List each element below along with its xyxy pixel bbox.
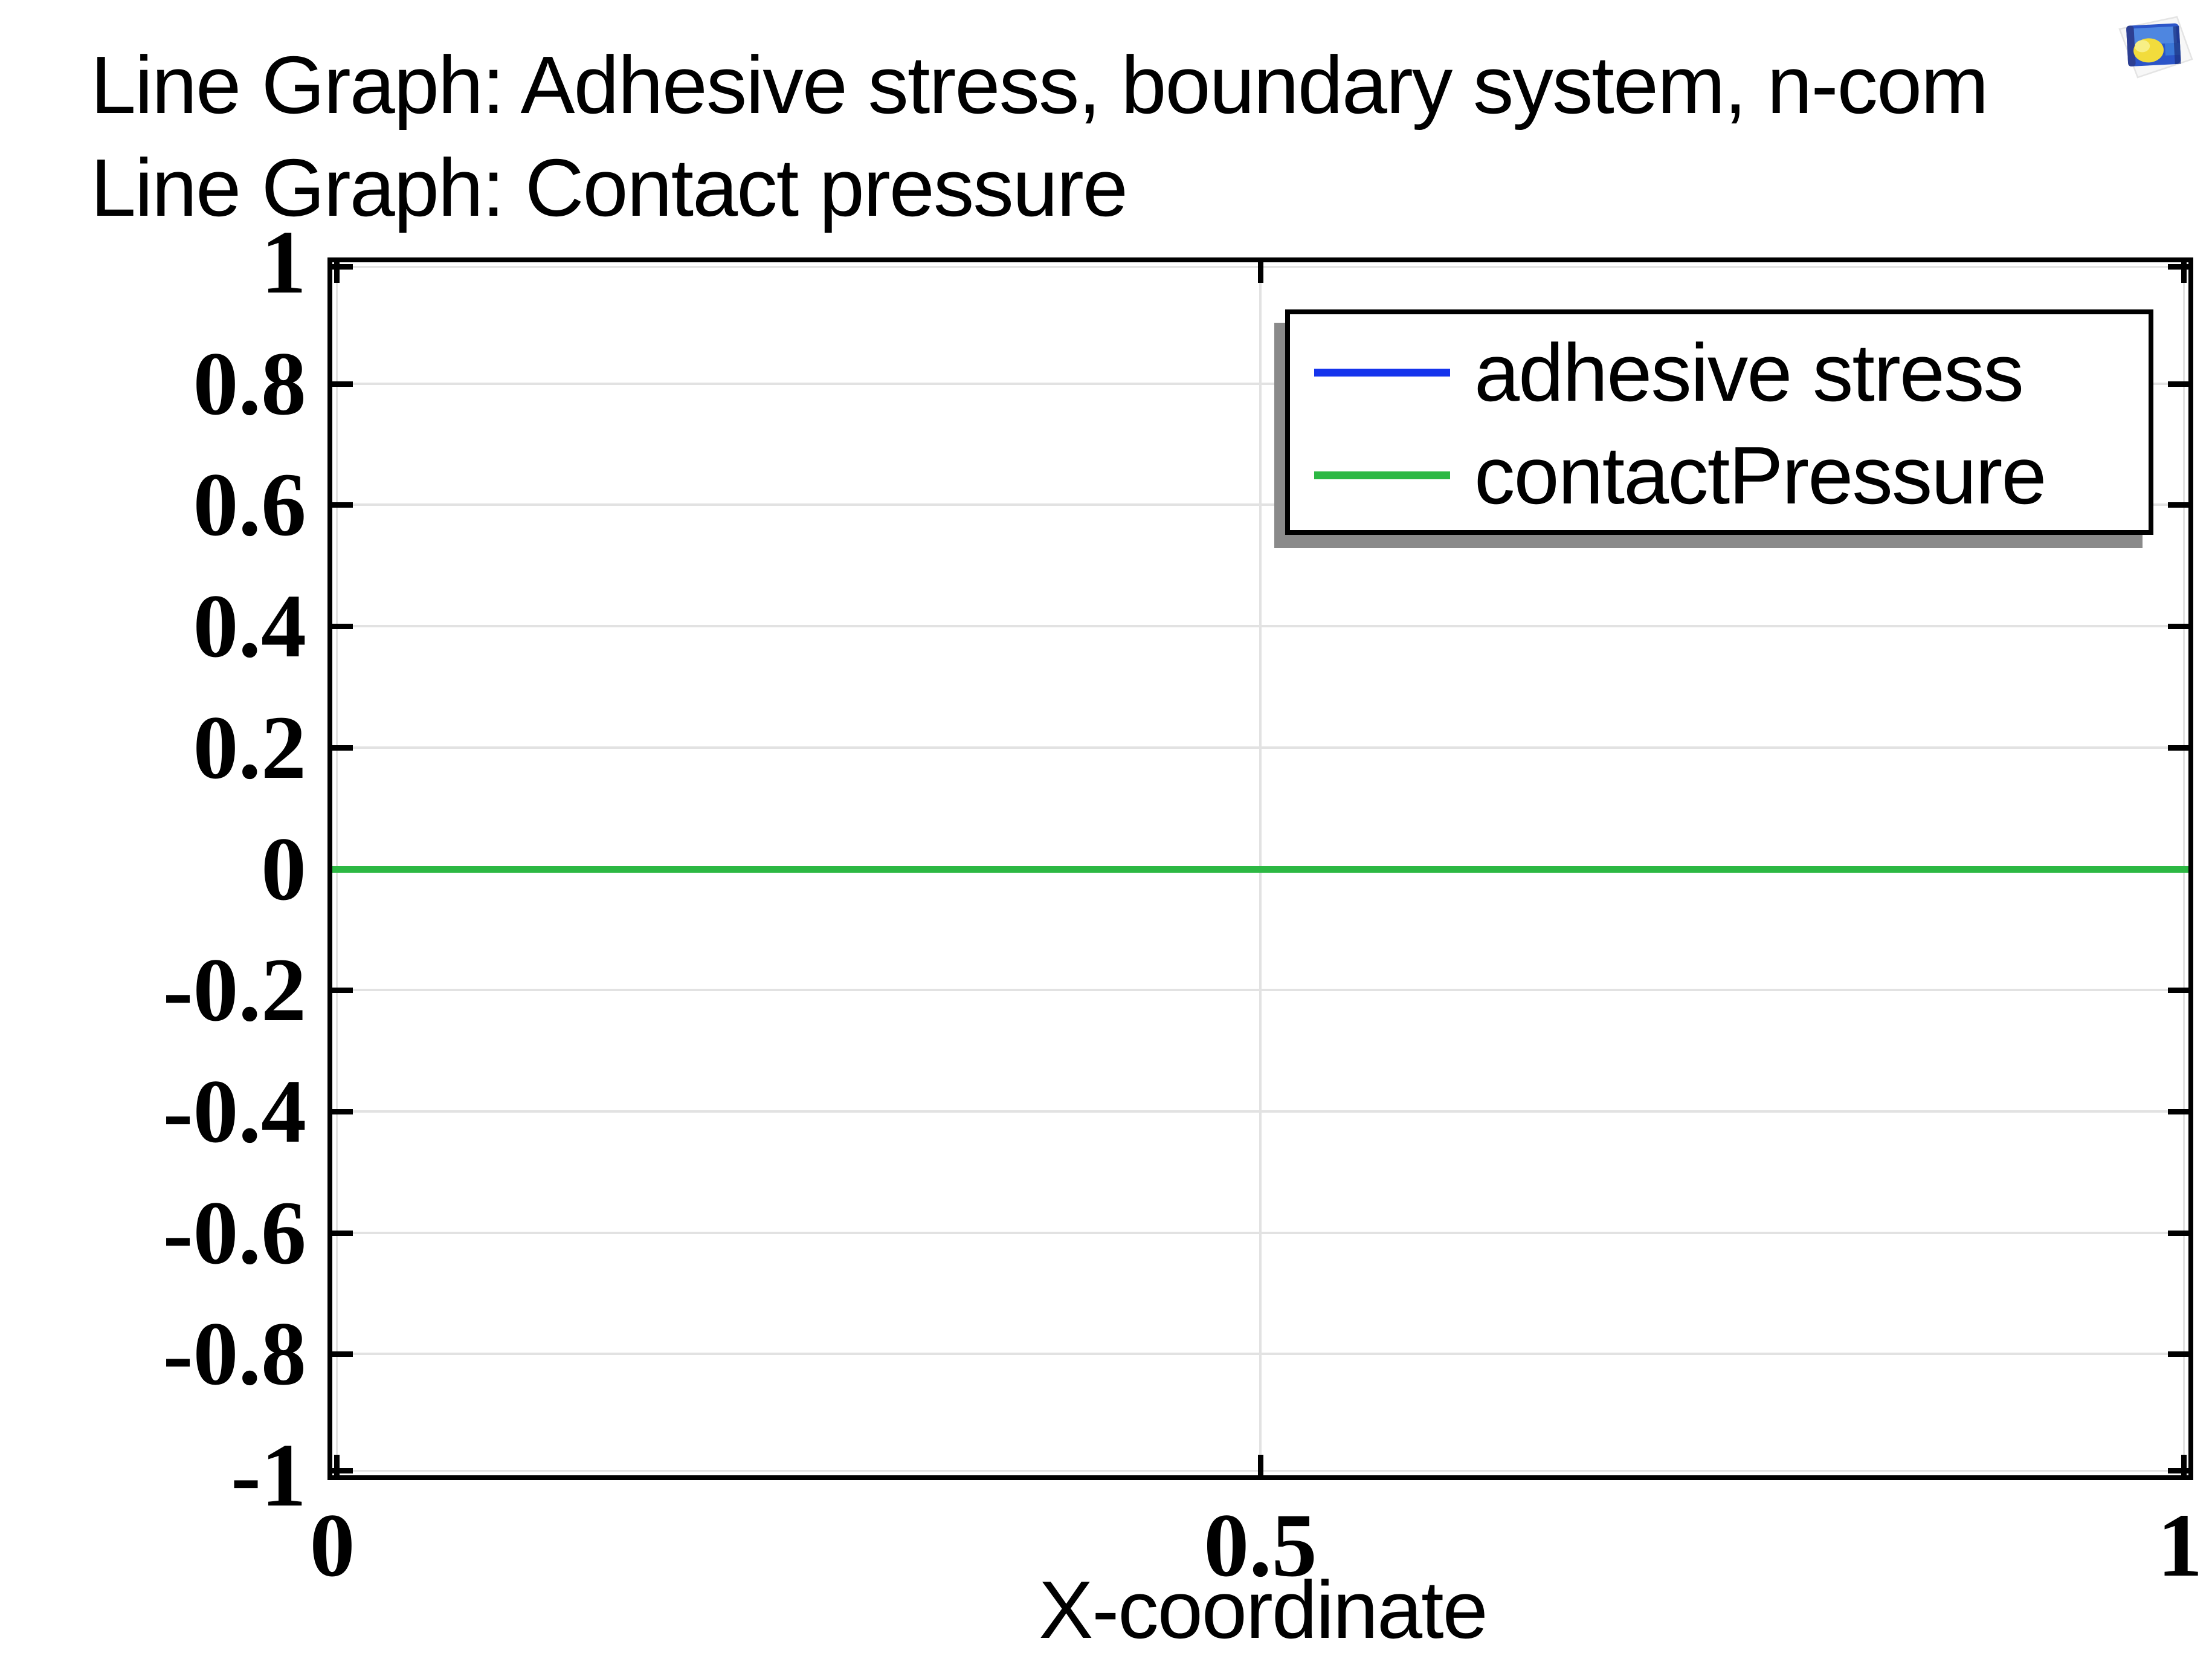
y-tick-left [332,1230,353,1236]
y-tick-label: 0.8 [193,333,307,434]
legend-line-sample-green [1314,471,1450,479]
y-tick-label: -0.6 [163,1182,306,1283]
plot-thumbnail-icon [2118,16,2193,79]
x-tick-bottom [334,1455,340,1475]
x-tick-top [1258,262,1263,283]
legend-line-sample-blue [1314,369,1450,377]
x-tick-label: 0.5 [1204,1495,1317,1596]
y-tick-left [332,502,353,508]
legend-label: contactPressure [1474,429,2046,521]
y-tick-right [2168,381,2188,387]
legend: adhesive stress contactPressure [1285,309,2153,535]
y-tick-right [2168,745,2188,751]
y-tick-right [2168,1230,2188,1236]
y-tick-label: 0.2 [193,697,307,798]
y-tick-label: -0.4 [163,1061,306,1162]
x-tick-bottom [2181,1455,2187,1475]
x-tick-bottom [1258,1455,1263,1475]
y-tick-left [332,624,353,630]
y-tick-left [332,1351,353,1357]
x-tick-top [334,262,340,283]
y-tick-label: -1 [231,1425,306,1525]
y-tick-right [2168,1108,2188,1114]
x-tick-label: 1 [2157,1495,2203,1596]
y-tick-left [332,1468,353,1473]
y-tick-left [332,988,353,994]
x-axis-title: X-coordinate [1039,1564,1488,1655]
x-tick-top [2181,262,2187,283]
y-tick-right [2168,988,2188,994]
y-tick-label: 0 [261,818,306,919]
y-tick-left [332,1108,353,1114]
y-tick-label: 0.6 [193,454,307,555]
y-tick-right [2168,1468,2188,1473]
y-tick-right [2168,1351,2188,1357]
legend-entry-adhesive-stress: adhesive stress [1314,322,2149,424]
y-tick-left [332,745,353,751]
series-line-contactpressure [332,865,2188,873]
y-tick-label: 0.4 [193,576,307,677]
legend-entry-contact-pressure: contactPressure [1314,424,2149,527]
plot-title-line-1: Line Graph: Adhesive stress, boundary sy… [91,39,1989,131]
y-tick-label: -0.2 [163,940,306,1041]
y-tick-left [332,381,353,387]
plot-title-line-2: Line Graph: Contact pressure [91,142,1128,233]
y-tick-left [332,264,353,270]
legend-label: adhesive stress [1474,326,2024,418]
x-tick-label: 0 [309,1495,355,1596]
y-tick-right [2168,624,2188,630]
plot-area [332,262,2188,1475]
y-tick-label: 1 [261,212,306,312]
y-tick-label: -0.8 [163,1304,306,1405]
plot-titles: Line Graph: Adhesive stress, boundary sy… [91,34,1989,239]
y-tick-right [2168,264,2188,270]
y-tick-right [2168,502,2188,508]
